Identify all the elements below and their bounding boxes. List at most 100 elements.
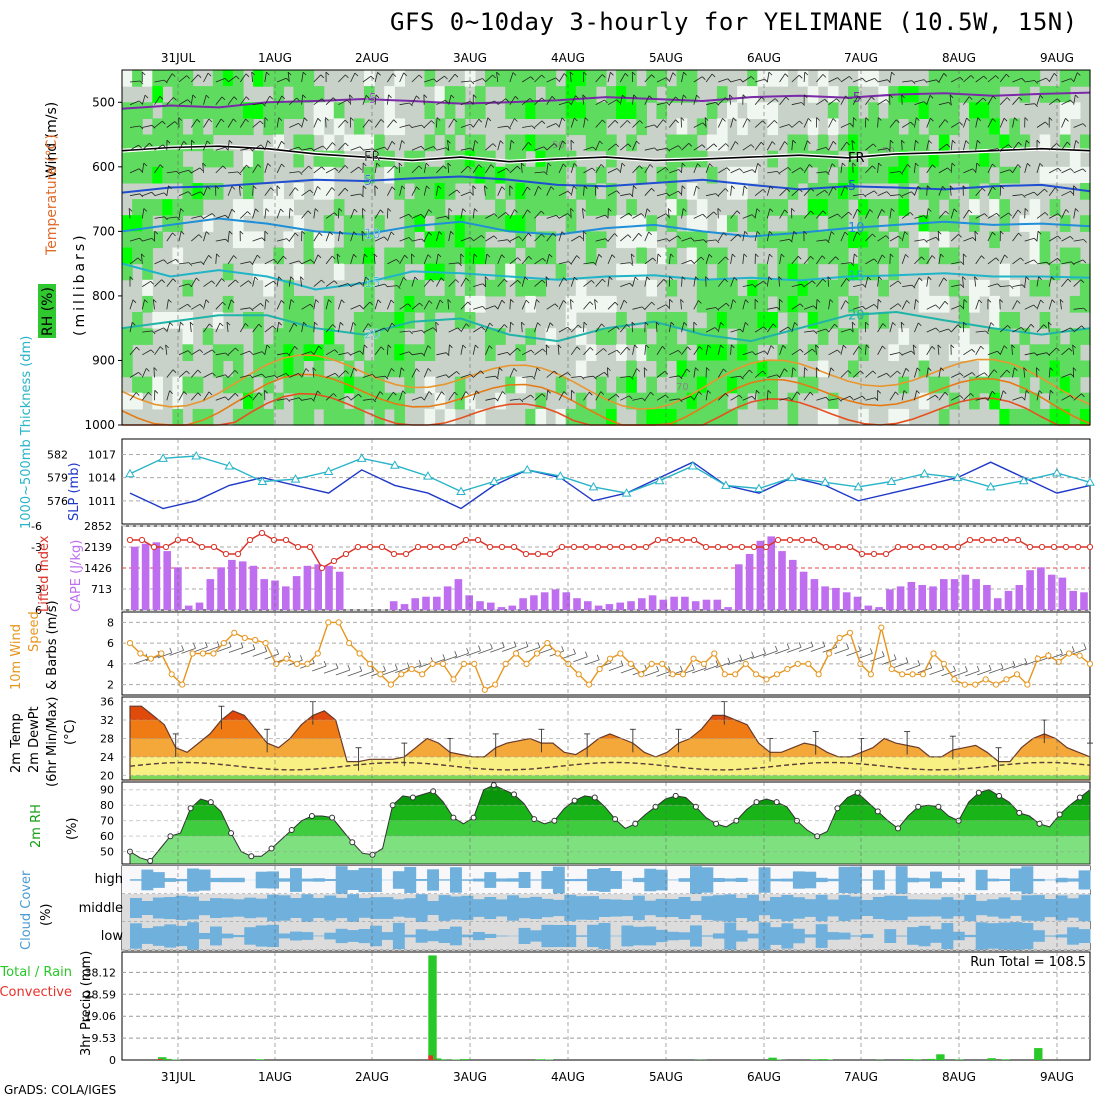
cape-bar: [401, 604, 409, 610]
rh-cell: [1030, 70, 1041, 87]
rh-cell: [445, 183, 456, 200]
cape-bar: [563, 592, 571, 610]
precip-bar: [1034, 1048, 1042, 1060]
rh-cell: [818, 199, 829, 216]
lifted-index-line-marker: [679, 537, 684, 542]
rh-cell: [324, 393, 335, 410]
cloud-cell: [701, 867, 713, 892]
wind-speed-line-marker: [315, 651, 320, 656]
rh-cell: [949, 118, 960, 135]
wind-speed-line-marker: [701, 661, 706, 666]
rh-cell: [878, 312, 889, 329]
cloud-cell: [1010, 869, 1022, 892]
wind-speed-line-marker: [952, 677, 957, 682]
cloud-cell: [987, 879, 999, 882]
wind-speed-line-marker: [1014, 672, 1019, 677]
rh-cell: [868, 264, 879, 281]
rh-cell: [939, 409, 950, 426]
wind-speed-line-marker: [503, 661, 508, 666]
rh-cell: [152, 312, 163, 329]
temp-band: [122, 757, 1090, 775]
cloud-cell: [884, 896, 896, 921]
rh-cell: [868, 231, 879, 248]
cloud-cell: [919, 878, 931, 881]
cloud-cell: [1033, 879, 1045, 881]
rh-cell: [233, 231, 244, 248]
rh-cell: [969, 70, 980, 87]
rh-cell: [344, 135, 355, 152]
rh-cell: [414, 183, 425, 200]
lifted-index-line-marker: [235, 551, 240, 556]
ylabel-thickness: 1000~500mb Thickness (dm): [19, 336, 34, 529]
cloud-cell: [267, 925, 279, 947]
rh-cell: [939, 377, 950, 394]
wind-speed-line-marker: [1067, 651, 1072, 656]
rh-cell: [616, 70, 627, 87]
cloud-cell: [816, 895, 828, 921]
rh-cell: [404, 312, 415, 329]
rh-cell: [586, 248, 597, 265]
rh-cell: [515, 86, 526, 103]
rh-cell: [213, 118, 224, 135]
cloud-cell: [599, 899, 611, 917]
rh-cell: [485, 167, 496, 184]
cloud-cell: [1079, 870, 1091, 889]
rh-cell: [656, 328, 667, 345]
cloud-cell: [347, 894, 359, 922]
rh-cell: [969, 344, 980, 361]
rh-cell: [818, 361, 829, 378]
wind-speed-line-marker: [962, 682, 967, 687]
cloud-cell: [1067, 927, 1079, 944]
lifted-index-line-marker: [187, 537, 192, 542]
rh-cell: [445, 280, 456, 297]
wind-speed-line-marker: [1025, 682, 1030, 687]
cape-bar: [239, 561, 247, 610]
rh-cell: [767, 102, 778, 119]
rh-cell: [404, 296, 415, 313]
temp-contour-label: 20: [848, 308, 865, 323]
rh-cell: [808, 344, 819, 361]
run-total-text: Run Total = 108.5: [970, 955, 1086, 970]
wind-speed-line-marker: [722, 672, 727, 677]
lifted-index-line-marker: [1015, 537, 1020, 542]
cloud-cell: [770, 897, 782, 919]
rh-cell: [535, 248, 546, 265]
wind-speed-line-marker: [378, 672, 383, 677]
rh-cell: [757, 296, 768, 313]
lifted-index-line-marker: [439, 544, 444, 549]
rh-cell: [283, 377, 294, 394]
cloud-cell: [347, 870, 359, 890]
cape-bar: [444, 586, 452, 610]
cloud-cell: [519, 898, 531, 918]
lifted-index-line-marker: [319, 565, 324, 570]
rh-cell: [505, 248, 516, 265]
cloud-cell: [130, 898, 142, 918]
cloud-cell: [1056, 934, 1068, 937]
cloud-cell: [541, 925, 553, 947]
rh-cell: [535, 167, 546, 184]
wind-speed-line-marker: [680, 672, 685, 677]
rh-cell: [515, 344, 526, 361]
wind-speed-line-marker: [973, 682, 978, 687]
wind-speed-line-marker: [253, 637, 258, 642]
cloud-cell: [301, 894, 313, 921]
rh-cell: [243, 231, 254, 248]
ylabel-temp-a: 2m Temp: [9, 713, 24, 773]
rh-cell: [747, 328, 758, 345]
rh-cell: [777, 361, 788, 378]
rh-cell: [314, 377, 325, 394]
rh-cell: [233, 344, 244, 361]
rh-cell: [959, 296, 970, 313]
cape-bar: [422, 597, 430, 610]
cloud-cell: [747, 880, 759, 881]
lifted-index-line-marker: [307, 544, 312, 549]
rh-cell: [777, 70, 788, 87]
rh-cell: [818, 280, 829, 297]
lifted-index-line-marker: [967, 537, 972, 542]
rh-cell: [667, 393, 678, 410]
wind-speed-line-marker: [920, 672, 925, 677]
lifted-index-line-marker: [487, 544, 492, 549]
cape-bar: [951, 579, 959, 610]
